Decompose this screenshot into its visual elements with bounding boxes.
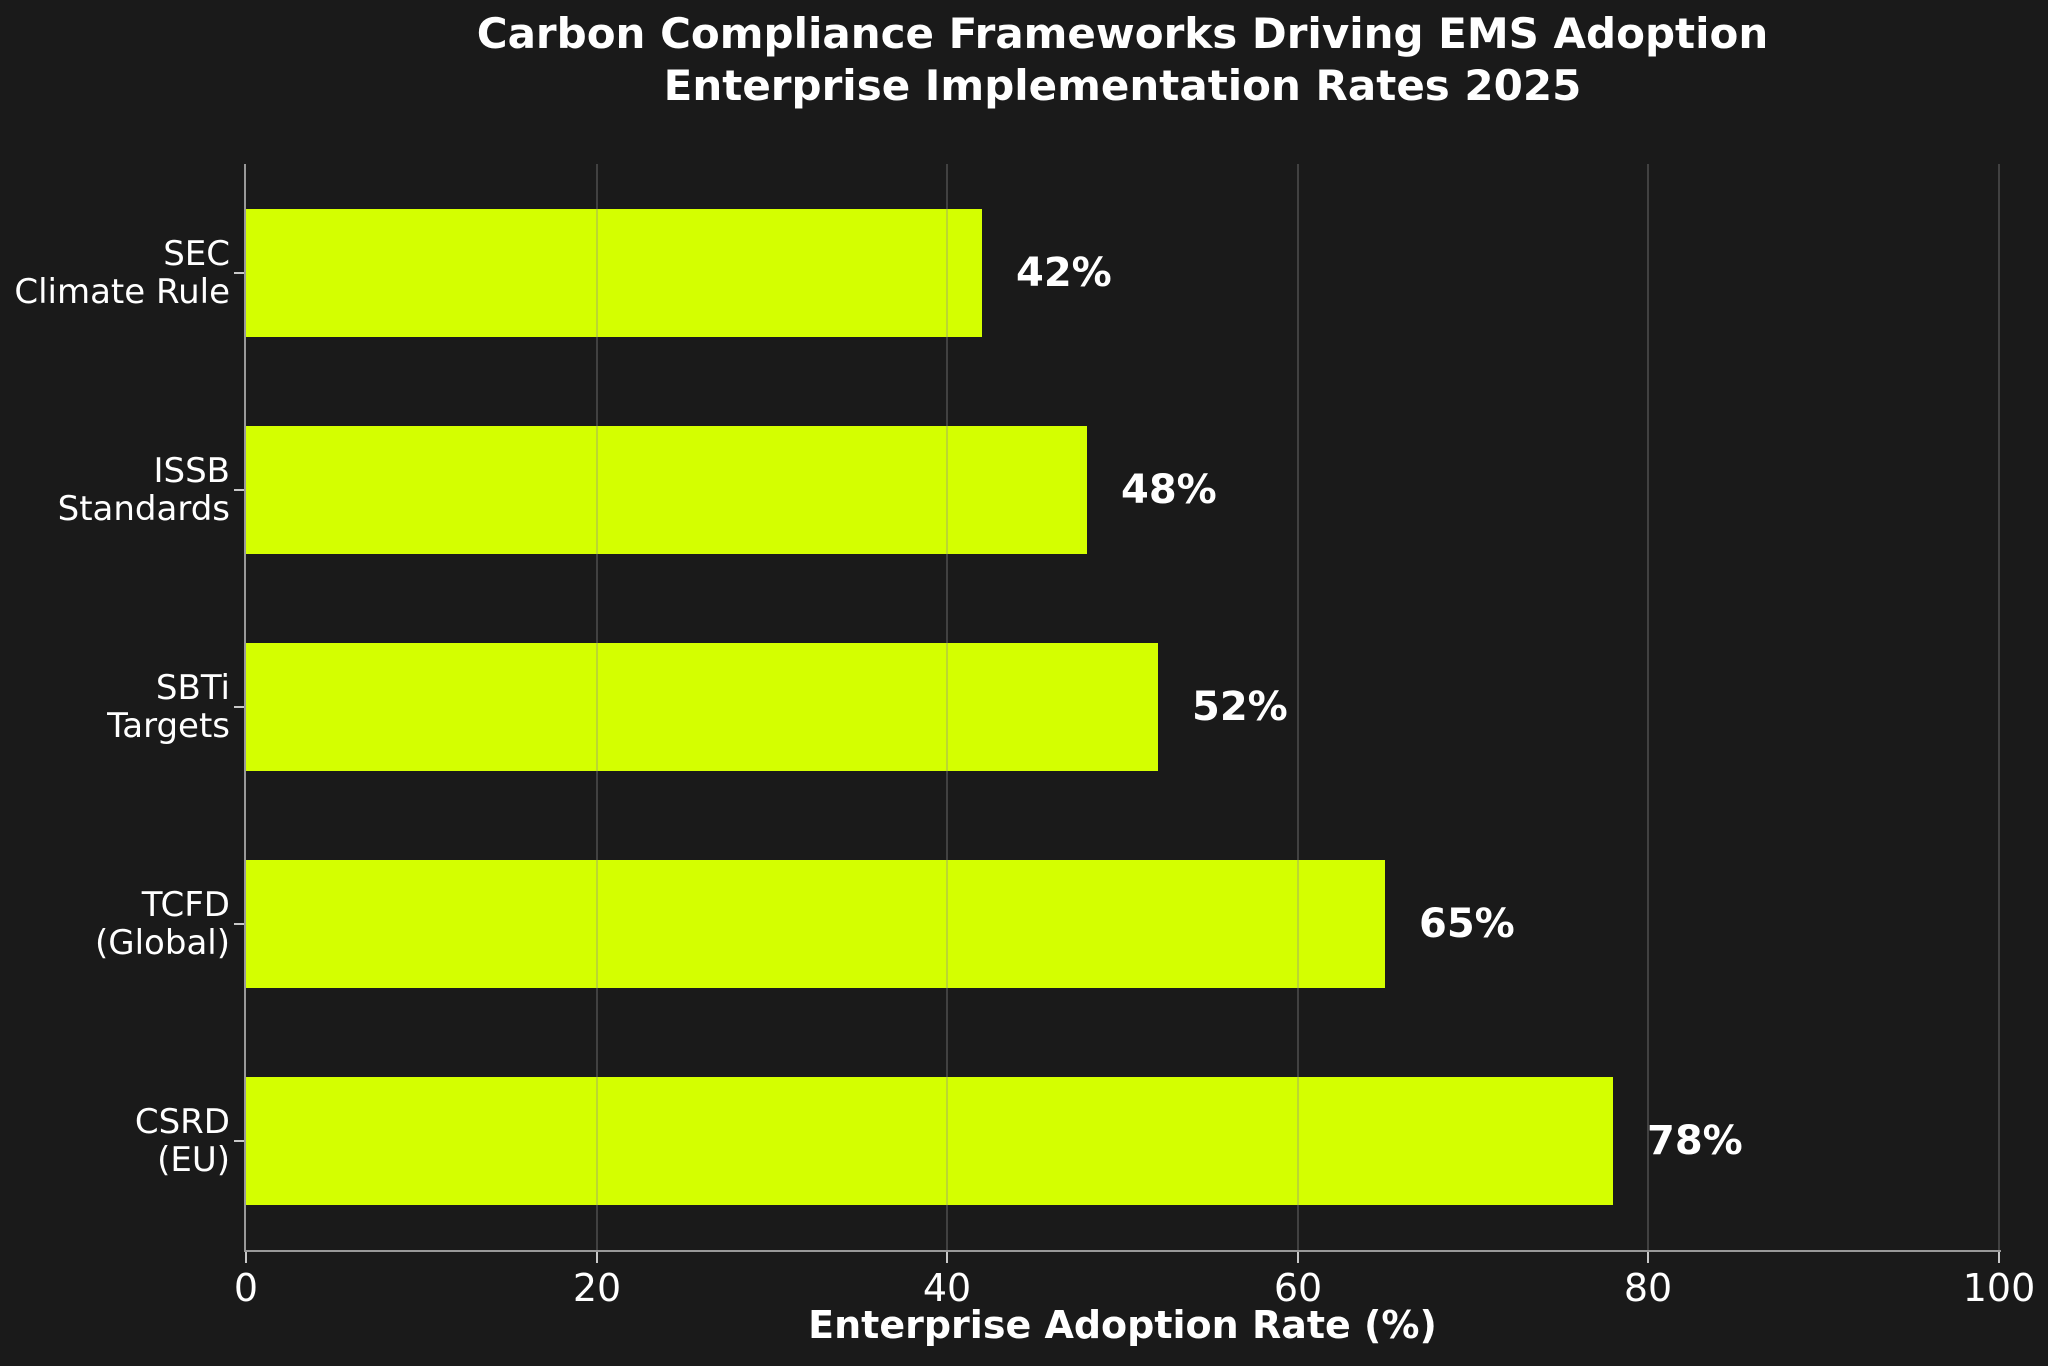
gridline: [1998, 164, 2000, 1250]
x-tick-label: 60: [1273, 1266, 1323, 1310]
gridline: [946, 164, 948, 1250]
bar: [246, 860, 1385, 988]
y-category-label: CSRD (EU): [0, 1103, 230, 1179]
x-tick-label: 80: [1623, 1266, 1673, 1310]
x-tick-mark: [1998, 1252, 2000, 1263]
bar: [246, 426, 1087, 554]
y-category-label-line2: (Global): [95, 923, 230, 963]
y-axis-line: [244, 164, 246, 1252]
x-tick-label: 100: [1962, 1266, 2036, 1310]
bar-value-label: 48%: [1121, 467, 1217, 513]
y-category-label-line1: SBTi: [155, 668, 230, 708]
x-tick-label: 40: [922, 1266, 972, 1310]
chart-title-line2: Enterprise Implementation Rates 2025: [663, 61, 1582, 110]
y-tick-mark: [234, 489, 246, 491]
y-category-label-line2: Targets: [107, 706, 230, 746]
x-tick-mark: [245, 1252, 247, 1263]
y-tick-mark: [234, 706, 246, 708]
bar: [246, 643, 1158, 771]
y-tick-mark: [234, 923, 246, 925]
x-tick-mark: [946, 1252, 948, 1263]
y-category-label-line1: SEC: [163, 234, 230, 274]
y-tick-mark: [234, 1140, 246, 1142]
gridline: [1297, 164, 1299, 1250]
x-tick-mark: [1297, 1252, 1299, 1263]
y-category-label-line1: CSRD: [134, 1102, 230, 1142]
x-tick-label: 20: [572, 1266, 622, 1310]
y-category-label-line2: (EU): [157, 1140, 230, 1180]
bar-value-label: 78%: [1647, 1118, 1743, 1164]
y-category-label: SBTi Targets: [0, 669, 230, 745]
bar: [246, 209, 982, 337]
x-tick-mark: [596, 1252, 598, 1263]
x-axis-title: Enterprise Adoption Rate (%): [808, 1303, 1437, 1347]
x-axis-line: [244, 1250, 2001, 1252]
y-category-label-line1: ISSB: [153, 451, 230, 491]
y-category-label-line2: Standards: [57, 489, 230, 529]
bar-value-label: 42%: [1016, 250, 1112, 296]
chart-title-line1: Carbon Compliance Frameworks Driving EMS…: [476, 9, 1769, 58]
chart-title: Carbon Compliance Frameworks Driving EMS…: [246, 8, 1999, 112]
bar-value-label: 65%: [1419, 901, 1515, 947]
y-category-label-line2: Climate Rule: [14, 272, 230, 312]
gridline: [1647, 164, 1649, 1250]
y-category-label: SEC Climate Rule: [0, 235, 230, 311]
y-category-label: TCFD (Global): [0, 886, 230, 962]
y-category-label-line1: TCFD: [141, 885, 230, 925]
bar-value-label: 52%: [1192, 684, 1288, 730]
y-category-label: ISSB Standards: [0, 452, 230, 528]
y-tick-mark: [234, 272, 246, 274]
x-tick-mark: [1647, 1252, 1649, 1263]
x-tick-label: 0: [233, 1266, 259, 1310]
gridline: [596, 164, 598, 1250]
bar: [246, 1077, 1613, 1205]
